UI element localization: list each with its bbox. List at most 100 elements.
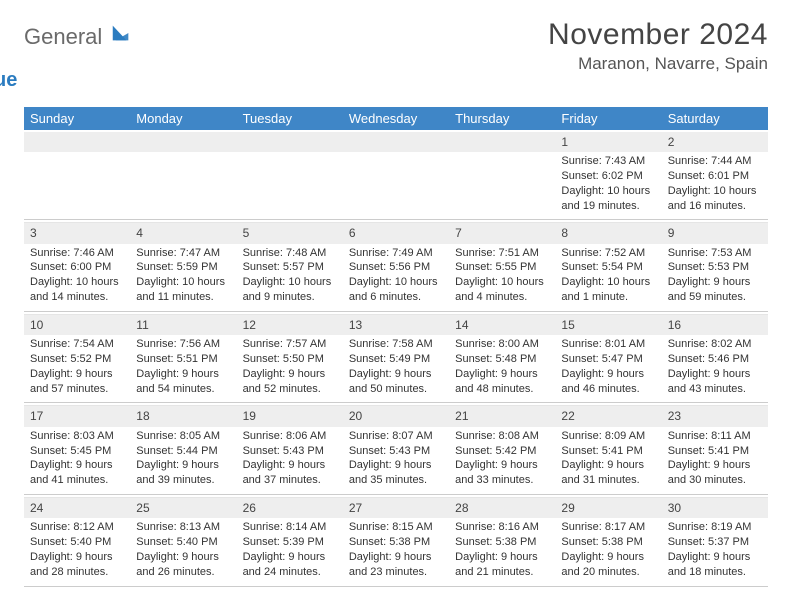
sunset-text: Sunset: 5:38 PM	[455, 535, 549, 550]
sunrise-text: Sunrise: 7:48 AM	[243, 246, 337, 261]
calendar-cell: 12Sunrise: 7:57 AMSunset: 5:50 PMDayligh…	[237, 312, 343, 403]
calendar-week: 17Sunrise: 8:03 AMSunset: 5:45 PMDayligh…	[24, 403, 768, 495]
title-block: November 2024 Maranon, Navarre, Spain	[548, 18, 768, 74]
daylight-text: Daylight: 9 hours and 41 minutes.	[30, 458, 124, 488]
sunrise-text: Sunrise: 8:15 AM	[349, 520, 443, 535]
sunset-text: Sunset: 6:01 PM	[668, 169, 762, 184]
calendar-week: 10Sunrise: 7:54 AMSunset: 5:52 PMDayligh…	[24, 312, 768, 404]
sunset-text: Sunset: 5:41 PM	[561, 444, 655, 459]
calendar-cell: 26Sunrise: 8:14 AMSunset: 5:39 PMDayligh…	[237, 495, 343, 586]
brand-logo: General Blue	[24, 18, 132, 89]
day-number: 7	[449, 222, 555, 243]
daylight-text: Daylight: 9 hours and 46 minutes.	[561, 367, 655, 397]
sunset-text: Sunset: 5:59 PM	[136, 260, 230, 275]
sunrise-text: Sunrise: 8:16 AM	[455, 520, 549, 535]
calendar-cell: 30Sunrise: 8:19 AMSunset: 5:37 PMDayligh…	[662, 495, 768, 586]
sunrise-text: Sunrise: 8:05 AM	[136, 429, 230, 444]
calendar-cell: 16Sunrise: 8:02 AMSunset: 5:46 PMDayligh…	[662, 312, 768, 403]
daylight-text: Daylight: 9 hours and 28 minutes.	[30, 550, 124, 580]
calendar-cell: 8Sunrise: 7:52 AMSunset: 5:54 PMDaylight…	[555, 220, 661, 311]
sunrise-text: Sunrise: 8:06 AM	[243, 429, 337, 444]
sunset-text: Sunset: 6:02 PM	[561, 169, 655, 184]
day-number-empty	[24, 132, 130, 152]
sunset-text: Sunset: 5:49 PM	[349, 352, 443, 367]
daylight-text: Daylight: 9 hours and 43 minutes.	[668, 367, 762, 397]
sunset-text: Sunset: 5:43 PM	[349, 444, 443, 459]
daylight-text: Daylight: 9 hours and 23 minutes.	[349, 550, 443, 580]
daylight-text: Daylight: 10 hours and 6 minutes.	[349, 275, 443, 305]
daylight-text: Daylight: 10 hours and 16 minutes.	[668, 184, 762, 214]
daylight-text: Daylight: 9 hours and 20 minutes.	[561, 550, 655, 580]
calendar-cell: 28 Sunrise: 8:16 AMSunset: 5:38 PMDayligh…	[449, 495, 555, 586]
day-number-empty	[343, 132, 449, 152]
sunrise-text: Sunrise: 8:08 AM	[455, 429, 549, 444]
daylight-text: Daylight: 10 hours and 1 minute.	[561, 275, 655, 305]
sail-icon	[110, 22, 132, 44]
sunset-text: Sunset: 5:40 PM	[30, 535, 124, 550]
calendar-cell: 27 Sunrise: 8:15 AMSunset: 5:38 PMDayligh…	[343, 495, 449, 586]
daylight-text: Daylight: 9 hours and 57 minutes.	[30, 367, 124, 397]
sunrise-text: Sunrise: 8:17 AM	[561, 520, 655, 535]
calendar-cell: 2Sunrise: 7:44 AMSunset: 6:01 PMDaylight…	[662, 130, 768, 220]
day-number: 30	[662, 497, 768, 518]
day-number-empty	[237, 132, 343, 152]
sunset-text: Sunset: 5:52 PM	[30, 352, 124, 367]
day-number: 21	[449, 405, 555, 426]
calendar-cell: 5Sunrise: 7:48 AMSunset: 5:57 PMDaylight…	[237, 220, 343, 311]
sunset-text: Sunset: 5:42 PM	[455, 444, 549, 459]
weekday-label: Thursday	[449, 107, 555, 130]
day-number: 8	[555, 222, 661, 243]
calendar-cell: 4Sunrise: 7:47 AMSunset: 5:59 PMDaylight…	[130, 220, 236, 311]
sunrise-text: Sunrise: 7:57 AM	[243, 337, 337, 352]
calendar-cell: 21Sunrise: 8:08 AMSunset: 5:42 PMDayligh…	[449, 403, 555, 494]
sunset-text: Sunset: 5:38 PM	[561, 535, 655, 550]
sunrise-text: Sunrise: 8:00 AM	[455, 337, 549, 352]
sunrise-text: Sunrise: 7:47 AM	[136, 246, 230, 261]
header: General Blue November 2024 Maranon, Nava…	[24, 18, 768, 89]
weekday-header: Sunday Monday Tuesday Wednesday Thursday…	[24, 107, 768, 130]
sunrise-text: Sunrise: 7:52 AM	[561, 246, 655, 261]
weekday-label: Friday	[555, 107, 661, 130]
sunset-text: Sunset: 5:44 PM	[136, 444, 230, 459]
sunset-text: Sunset: 5:50 PM	[243, 352, 337, 367]
sunrise-text: Sunrise: 7:53 AM	[668, 246, 762, 261]
day-number-empty	[449, 132, 555, 152]
day-number: 18	[130, 405, 236, 426]
daylight-text: Daylight: 10 hours and 19 minutes.	[561, 184, 655, 214]
calendar-week: 3Sunrise: 7:46 AMSunset: 6:00 PMDaylight…	[24, 220, 768, 312]
sunset-text: Sunset: 6:00 PM	[30, 260, 124, 275]
sunset-text: Sunset: 5:39 PM	[243, 535, 337, 550]
day-number: 29	[555, 497, 661, 518]
brand-word2: Blue	[0, 71, 132, 89]
daylight-text: Daylight: 9 hours and 31 minutes.	[561, 458, 655, 488]
daylight-text: Daylight: 10 hours and 14 minutes.	[30, 275, 124, 305]
day-number: 19	[237, 405, 343, 426]
sunrise-text: Sunrise: 8:07 AM	[349, 429, 443, 444]
sunrise-text: Sunrise: 8:12 AM	[30, 520, 124, 535]
sunset-text: Sunset: 5:38 PM	[349, 535, 443, 550]
sunset-text: Sunset: 5:40 PM	[136, 535, 230, 550]
calendar-cell: 24Sunrise: 8:12 AMSunset: 5:40 PMDayligh…	[24, 495, 130, 586]
calendar-cell: 14Sunrise: 8:00 AMSunset: 5:48 PMDayligh…	[449, 312, 555, 403]
sunrise-text: Sunrise: 8:03 AM	[30, 429, 124, 444]
calendar-cell-empty	[449, 130, 555, 220]
day-number: 15	[555, 314, 661, 335]
daylight-text: Daylight: 9 hours and 26 minutes.	[136, 550, 230, 580]
daylight-text: Daylight: 9 hours and 52 minutes.	[243, 367, 337, 397]
day-number: 28	[449, 497, 555, 518]
day-number: 27	[343, 497, 449, 518]
daylight-text: Daylight: 9 hours and 18 minutes.	[668, 550, 762, 580]
calendar-body: 1Sunrise: 7:43 AMSunset: 6:02 PMDaylight…	[24, 130, 768, 587]
calendar-cell: 7Sunrise: 7:51 AMSunset: 5:55 PMDaylight…	[449, 220, 555, 311]
sunrise-text: Sunrise: 8:19 AM	[668, 520, 762, 535]
sunrise-text: Sunrise: 8:11 AM	[668, 429, 762, 444]
sunrise-text: Sunrise: 8:01 AM	[561, 337, 655, 352]
daylight-text: Daylight: 10 hours and 4 minutes.	[455, 275, 549, 305]
calendar-cell: 3Sunrise: 7:46 AMSunset: 6:00 PMDaylight…	[24, 220, 130, 311]
calendar-cell-empty	[24, 130, 130, 220]
daylight-text: Daylight: 9 hours and 21 minutes.	[455, 550, 549, 580]
sunrise-text: Sunrise: 8:02 AM	[668, 337, 762, 352]
daylight-text: Daylight: 9 hours and 48 minutes.	[455, 367, 549, 397]
day-number: 20	[343, 405, 449, 426]
sunset-text: Sunset: 5:41 PM	[668, 444, 762, 459]
